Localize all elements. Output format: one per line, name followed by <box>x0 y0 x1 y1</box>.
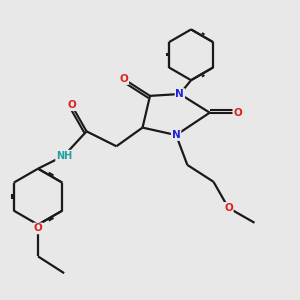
Text: NH: NH <box>56 151 72 160</box>
Text: O: O <box>224 203 233 213</box>
Text: N: N <box>176 89 184 99</box>
Text: O: O <box>67 100 76 110</box>
Text: O: O <box>119 74 128 84</box>
Text: O: O <box>233 108 242 118</box>
Text: O: O <box>34 224 42 233</box>
Text: N: N <box>172 130 181 140</box>
